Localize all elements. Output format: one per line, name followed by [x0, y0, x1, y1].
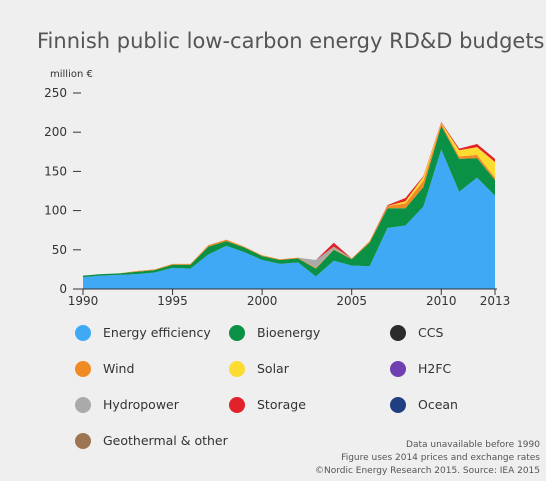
x-tick-label: 2005 — [336, 294, 367, 308]
x-tick-label: 2010 — [426, 294, 457, 308]
legend-marker — [75, 397, 91, 413]
legend-label: Wind — [103, 361, 134, 376]
x-tick-label: 2013 — [480, 294, 511, 308]
legend-label: Hydropower — [103, 397, 180, 412]
y-tick-label: 200 — [44, 125, 67, 139]
footnote: Data unavailable before 1990 — [406, 440, 540, 450]
y-tick-label: 150 — [44, 164, 67, 178]
y-tick-label: 50 — [52, 243, 67, 257]
legend-marker — [75, 325, 91, 341]
legend-label: Geothermal & other — [103, 433, 229, 448]
legend-marker — [229, 361, 245, 377]
footnote: ©Nordic Energy Research 2015. Source: IE… — [315, 466, 540, 476]
legend-label: Solar — [257, 361, 290, 376]
area — [83, 123, 495, 276]
legend-label: Ocean — [418, 397, 458, 412]
x-tick-label: 2000 — [247, 294, 278, 308]
y-tick-label: 250 — [44, 86, 67, 100]
legend-label: Energy efficiency — [103, 325, 211, 340]
y-tick-label: 0 — [59, 282, 67, 296]
x-tick-label: 1995 — [157, 294, 188, 308]
legend-label: CCS — [418, 325, 443, 340]
x-tick-label: 1990 — [68, 294, 99, 308]
legend-label: H2FC — [418, 361, 452, 376]
area — [83, 125, 495, 278]
legend-marker — [75, 361, 91, 377]
y-axis-label: million € — [50, 69, 93, 80]
legend-label: Bioenergy — [257, 325, 321, 340]
legend-marker — [390, 361, 406, 377]
legend-marker — [390, 325, 406, 341]
chart-title: Finnish public low-carbon energy RD&D bu… — [37, 29, 545, 53]
legend-marker — [390, 397, 406, 413]
legend-marker — [229, 397, 245, 413]
footnote: Figure uses 2014 prices and exchange rat… — [341, 453, 540, 463]
legend-marker — [229, 325, 245, 341]
legend-label: Storage — [257, 397, 306, 412]
area — [83, 149, 495, 289]
y-tick-label: 100 — [44, 204, 67, 218]
legend-marker — [75, 433, 91, 449]
